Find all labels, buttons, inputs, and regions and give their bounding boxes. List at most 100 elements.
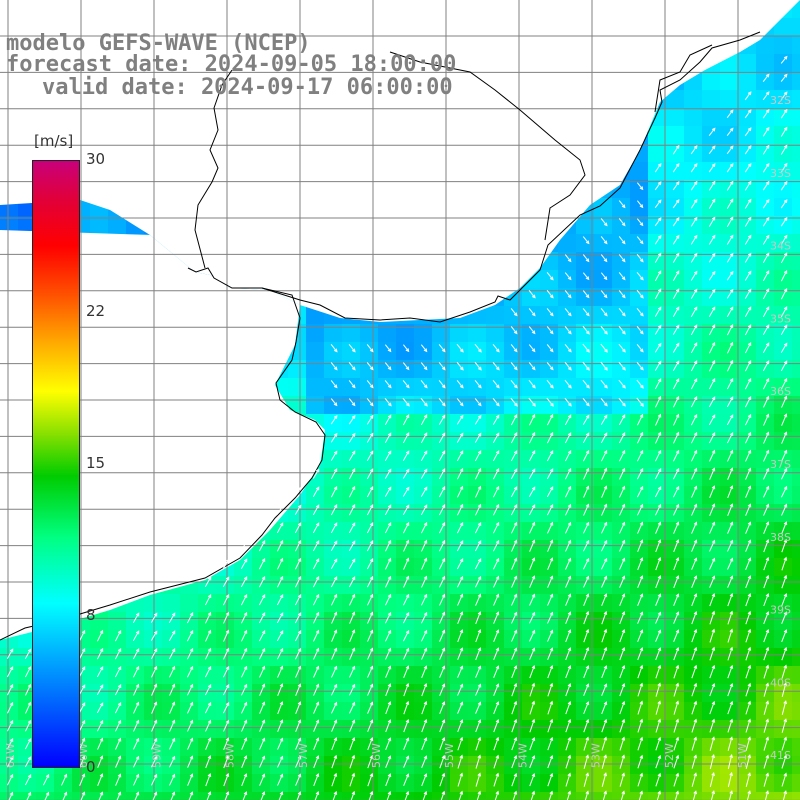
wind-arrow	[6, 737, 14, 750]
speed-cell	[468, 324, 486, 342]
wind-arrow	[96, 647, 104, 660]
wind-arrow	[475, 503, 482, 516]
speed-cell	[756, 360, 774, 378]
wind-arrow	[636, 449, 644, 462]
wind-arrow	[673, 647, 680, 661]
speed-cell	[414, 396, 432, 414]
wind-arrow	[313, 719, 320, 732]
speed-cell	[324, 342, 342, 360]
wind-arrow	[511, 754, 518, 769]
wind-arrow	[114, 647, 122, 660]
wind-arrow	[636, 485, 644, 498]
speed-cell	[360, 342, 378, 360]
wind-arrow	[565, 736, 572, 751]
wind-arrow	[312, 558, 320, 570]
wind-arrow	[385, 647, 392, 660]
speed-cell	[522, 450, 540, 468]
wind-arrow	[384, 468, 392, 479]
wind-arrow	[206, 791, 212, 800]
wind-arrow	[421, 647, 428, 660]
speed-cell	[558, 360, 576, 378]
speed-cell	[558, 792, 576, 800]
wind-arrow	[259, 773, 266, 786]
speed-cell	[324, 396, 342, 414]
wind-arrow	[781, 538, 788, 553]
speed-cell	[756, 234, 774, 252]
wind-arrow	[690, 234, 698, 245]
speed-cell	[558, 342, 576, 360]
wind-arrow	[600, 397, 608, 407]
wind-arrow	[474, 361, 482, 371]
wind-arrow	[691, 503, 698, 516]
wind-arrow	[763, 772, 770, 787]
speed-cell	[432, 486, 450, 504]
wind-arrow	[223, 719, 230, 732]
wind-arrow	[205, 629, 212, 642]
wind-arrow	[295, 773, 302, 786]
wind-arrow	[762, 342, 770, 354]
wind-arrow	[726, 252, 734, 263]
wind-arrow	[312, 504, 320, 516]
wind-arrow	[331, 719, 338, 732]
wind-arrow	[331, 754, 338, 769]
wind-arrow	[168, 630, 176, 642]
wind-arrow	[529, 772, 536, 787]
wind-arrow	[654, 199, 662, 209]
wind-arrow	[493, 593, 500, 606]
speed-cell	[450, 450, 468, 468]
speed-cell	[792, 306, 800, 324]
wind-arrow	[26, 791, 32, 800]
wind-arrow	[384, 414, 392, 426]
wind-arrow	[422, 790, 428, 800]
wind-arrow	[529, 755, 536, 769]
latitude-label: 40S	[770, 676, 791, 689]
speed-cell	[342, 558, 360, 576]
speed-cell	[702, 90, 720, 108]
wind-arrow	[96, 629, 104, 642]
speed-cell	[378, 378, 396, 396]
speed-cell	[738, 306, 756, 324]
wind-arrow	[744, 324, 752, 336]
speed-cell	[504, 414, 522, 432]
colorbar-tick: 0	[86, 758, 96, 776]
speed-cell	[702, 144, 720, 162]
wind-arrow	[294, 522, 302, 534]
speed-cell	[486, 450, 504, 468]
wind-arrow	[726, 216, 734, 227]
wind-arrow	[637, 664, 644, 679]
speed-cell	[342, 522, 360, 540]
wind-arrow	[745, 485, 752, 498]
wind-arrow	[547, 647, 554, 660]
wind-arrow	[745, 521, 752, 534]
wind-arrow	[709, 449, 716, 462]
speed-cell	[324, 468, 342, 486]
wind-arrow	[510, 308, 518, 317]
speed-cell	[720, 144, 738, 162]
speed-cell	[738, 72, 756, 90]
longitude-label: 54W	[516, 743, 529, 768]
wind-arrow	[276, 504, 284, 515]
wind-arrow	[150, 755, 158, 768]
colorbar-tick: 8	[86, 606, 96, 624]
speed-cell	[738, 162, 756, 180]
wind-arrow	[745, 575, 752, 589]
wind-arrow	[511, 539, 518, 552]
speed-cell	[684, 324, 702, 342]
wind-arrow	[564, 414, 572, 426]
wind-arrow	[566, 790, 572, 800]
wind-arrow	[348, 468, 356, 480]
wind-arrow	[78, 647, 86, 660]
speed-cell	[216, 576, 234, 594]
speed-cell	[738, 288, 756, 306]
speed-cell	[450, 432, 468, 450]
wind-arrow	[96, 719, 104, 732]
wind-arrow	[223, 737, 230, 750]
wind-arrow	[259, 701, 266, 714]
wind-arrow	[457, 665, 464, 678]
wind-arrow	[168, 648, 176, 660]
wind-arrow	[169, 773, 176, 786]
speed-cell	[126, 792, 144, 800]
wind-arrow	[673, 431, 680, 444]
wind-arrow	[61, 773, 68, 786]
speed-cell	[756, 324, 774, 342]
